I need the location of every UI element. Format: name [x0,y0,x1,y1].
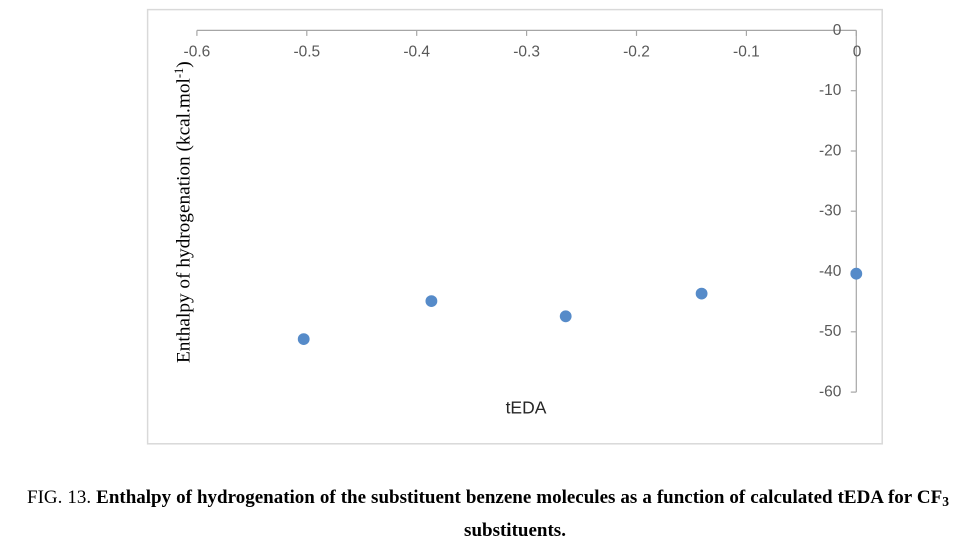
svg-text:-0.5: -0.5 [293,44,320,61]
svg-text:-30: -30 [819,203,842,220]
svg-text:-0.1: -0.1 [733,44,760,61]
svg-text:-0.6: -0.6 [184,44,211,61]
svg-text:0: 0 [853,44,862,61]
svg-text:Enthalpy of hydrogenation (kca: Enthalpy of hydrogenation (kcal.mol-1) [172,61,194,363]
svg-text:-20: -20 [819,142,842,159]
svg-text:-10: -10 [819,82,842,99]
svg-text:-50: -50 [819,323,842,340]
svg-text:0: 0 [833,22,842,39]
svg-text:-60: -60 [819,384,842,401]
svg-text:-0.2: -0.2 [623,44,650,61]
svg-text:-40: -40 [819,263,842,280]
svg-text:-0.4: -0.4 [403,44,430,61]
svg-text:tEDA: tEDA [506,398,547,418]
svg-text:-0.3: -0.3 [513,44,540,61]
